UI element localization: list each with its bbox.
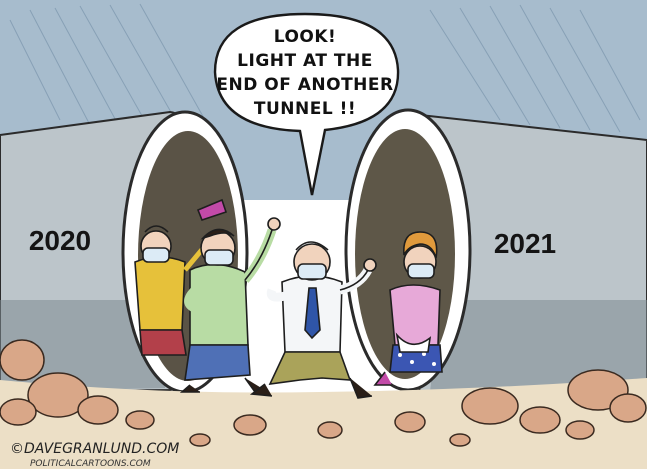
artist-credit: ©DAVEGRANLUND.COM	[10, 441, 179, 457]
rocks	[0, 339, 647, 447]
speech-bubble	[213, 12, 400, 196]
speech-line-4: TUNNEL !!	[254, 99, 356, 119]
label-2021: 2021	[494, 228, 556, 259]
character-green-shirt	[179, 217, 281, 393]
syndicate-credit: POLITICALCARTOONS.COM	[30, 459, 151, 469]
speech-line-2: LIGHT AT THE	[237, 51, 373, 71]
label-2020: 2020	[29, 225, 91, 256]
sky-hatching	[9, 3, 641, 133]
speech-line-3: END OF ANOTHER	[216, 75, 393, 95]
speech-line-1: LOOK!	[274, 27, 337, 47]
character-white-shirt	[249, 241, 377, 399]
flying-hat	[196, 198, 228, 221]
character-yellow-shirt	[134, 225, 207, 356]
character-pink-blouse	[373, 231, 443, 386]
pipe-2021-shading	[430, 300, 647, 392]
